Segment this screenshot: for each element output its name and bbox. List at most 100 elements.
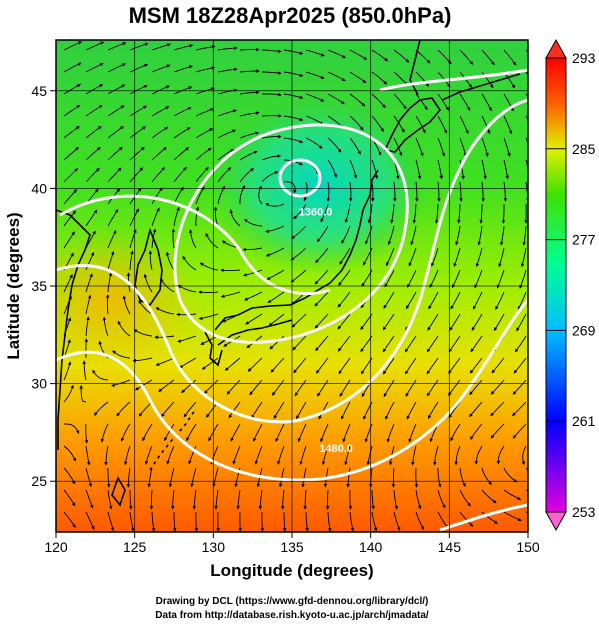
- streamline-arrow: [229, 209, 241, 227]
- streamline-arrow: [292, 335, 307, 351]
- streamline-arrow: [168, 467, 175, 488]
- streamline-arrow: [129, 105, 147, 117]
- streamline-arrow: [469, 357, 483, 374]
- streamline-arrow: [450, 291, 461, 310]
- streamline-arrow: [155, 307, 175, 315]
- streamline-arrow: [194, 511, 199, 532]
- streamline-arrow: [385, 401, 395, 420]
- streamline-arrow: [195, 66, 216, 73]
- streamline-arrow: [415, 49, 431, 64]
- streamline-arrow: [346, 467, 351, 488]
- streamline-arrow: [481, 511, 498, 524]
- streamline-arrow: [366, 445, 373, 466]
- streamline-arrow: [63, 189, 78, 205]
- streamline-arrow: [239, 168, 254, 183]
- streamline-arrow: [407, 269, 417, 288]
- streamline-arrow: [327, 93, 345, 105]
- streamline-arrow: [275, 423, 285, 442]
- streamline-arrow: [133, 329, 153, 337]
- streamline-arrow: [262, 92, 282, 97]
- streamline-arrow: [415, 93, 428, 111]
- streamline-arrow: [243, 269, 263, 277]
- streamline-arrow: [519, 269, 527, 289]
- streamline-arrow: [107, 229, 117, 249]
- streamline-arrow: [107, 146, 123, 161]
- streamline-arrow: [301, 467, 307, 488]
- streamline-arrow: [481, 181, 485, 202]
- streamline-arrow: [63, 210, 76, 227]
- streamline-arrow: [192, 489, 197, 510]
- streamline-arrow: [94, 401, 109, 416]
- streamline-arrow: [427, 401, 439, 420]
- credit-drawing: Drawing by DCL (https://www.gfd-dennou.o…: [156, 596, 429, 607]
- streamline-arrow: [481, 93, 492, 112]
- streamline-arrow: [520, 247, 527, 268]
- streamline-arrow: [120, 423, 131, 442]
- streamline-arrow: [316, 225, 329, 243]
- streamline-arrow: [303, 181, 308, 202]
- chart-title: MSM 18Z28Apr2025 (850.0hPa): [129, 3, 452, 28]
- streamline-arrow: [314, 313, 329, 329]
- streamline-arrow: [63, 104, 81, 117]
- streamline-arrow: [171, 228, 176, 249]
- streamline-arrow: [503, 181, 508, 202]
- streamline-arrow: [415, 137, 424, 157]
- streamline-arrow: [342, 423, 351, 443]
- streamline-arrow: [459, 489, 471, 507]
- streamline-arrow: [173, 166, 187, 183]
- colorbar-tick-label: 293: [572, 50, 596, 66]
- streamline-arrow: [261, 71, 282, 75]
- credit-data: Data from http://database.rish.kyoto-u.a…: [155, 610, 429, 621]
- x-axis-label: Longitude (degrees): [210, 561, 373, 580]
- streamline-arrow: [457, 203, 461, 224]
- streamline-arrow: [224, 357, 241, 371]
- streamline-arrow: [243, 218, 263, 227]
- streamline-arrow: [454, 445, 461, 466]
- streamline-arrow: [315, 335, 329, 352]
- streamline-arrow: [239, 150, 258, 161]
- streamline-arrow: [405, 379, 417, 397]
- streamline-arrow: [470, 423, 483, 440]
- streamline-arrow: [383, 379, 395, 398]
- x-tick-label: 135: [280, 539, 304, 555]
- streamline-arrow: [239, 111, 260, 117]
- streamline-arrow: [290, 247, 307, 261]
- streamline-arrow: [415, 181, 419, 202]
- streamline-arrow: [437, 93, 449, 111]
- streamline-arrow: [426, 357, 439, 375]
- streamline-arrow: [173, 127, 191, 139]
- streamline-arrow: [63, 361, 72, 381]
- streamline-arrow: [170, 489, 175, 510]
- streamline-arrow: [63, 83, 82, 95]
- streamline-arrow: [503, 467, 518, 483]
- streamline-arrow: [305, 115, 324, 125]
- streamline-arrow: [455, 225, 461, 246]
- streamline-arrow: [105, 294, 110, 315]
- streamline-arrow: [315, 247, 329, 264]
- streamline-arrow: [410, 225, 417, 246]
- streamline-arrow: [63, 168, 79, 183]
- streamline-arrow: [448, 379, 461, 396]
- streamline-arrow: [321, 445, 329, 466]
- streamline-arrow: [254, 445, 263, 465]
- streamline-arrow: [344, 445, 351, 466]
- streamline-arrow: [481, 137, 489, 157]
- streamline-arrow: [503, 115, 513, 135]
- streamline-arrow: [501, 204, 506, 224]
- streamline-arrow: [111, 379, 131, 387]
- streamline-arrow: [173, 44, 194, 51]
- streamline-arrow: [63, 62, 82, 73]
- y-axis-label: Latitude (degrees): [4, 212, 23, 359]
- streamline-arrow: [415, 159, 422, 180]
- streamline-arrow: [481, 159, 487, 180]
- streamline-arrow: [411, 445, 417, 466]
- streamline-arrow: [291, 225, 307, 239]
- streamline-arrow: [268, 313, 285, 327]
- streamline-arrow: [491, 357, 505, 374]
- streamline-arrow: [314, 269, 329, 285]
- streamline-arrow: [217, 185, 226, 205]
- streamline-arrow: [371, 489, 375, 510]
- streamline-arrow: [129, 42, 149, 51]
- streamline-arrow: [85, 41, 105, 51]
- streamline-arrow: [459, 181, 463, 202]
